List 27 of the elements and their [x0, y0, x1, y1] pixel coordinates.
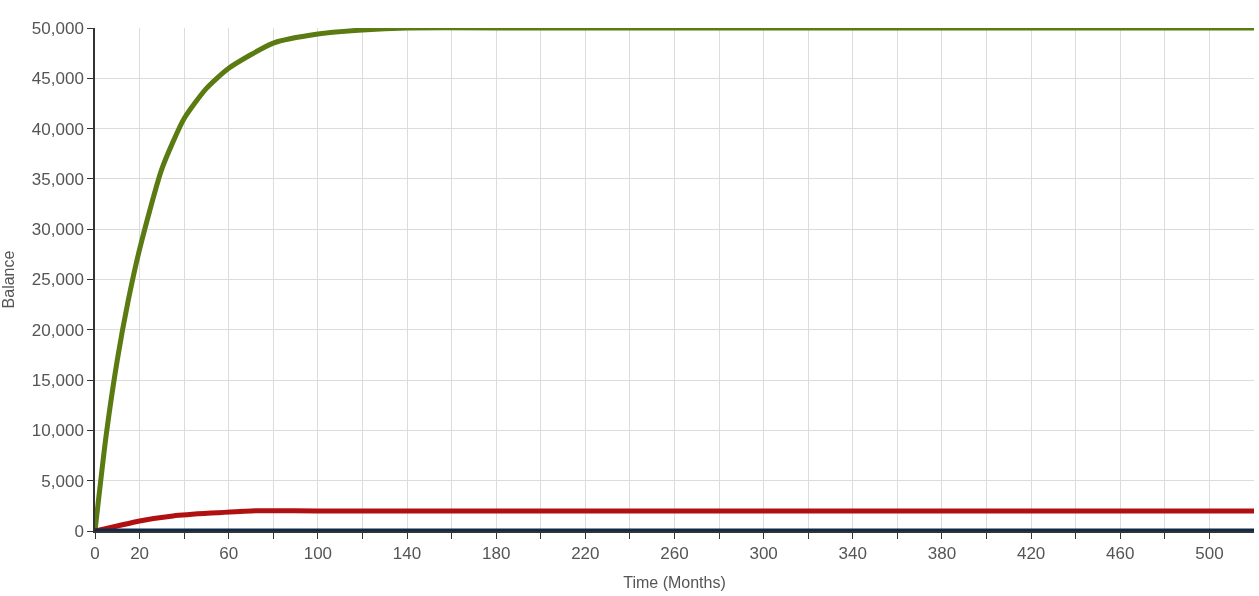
x-tick-label: 0	[90, 544, 100, 564]
y-tick-label: 40,000	[31, 119, 84, 139]
y-tick-label: 30,000	[31, 220, 84, 240]
y-tick-label: 35,000	[31, 169, 84, 189]
x-axis-title: Time (Months)	[623, 574, 726, 592]
y-tick-label: 15,000	[31, 371, 84, 391]
x-tick-label: 340	[838, 544, 867, 564]
y-tick-label: 45,000	[31, 69, 84, 89]
y-tick-label: 20,000	[31, 320, 84, 340]
y-tick-label: 10,000	[31, 421, 84, 441]
y-tick-label: 25,000	[31, 270, 84, 290]
x-tick-label: 20	[130, 544, 150, 564]
y-axis-title: Balance	[0, 250, 17, 309]
x-tick-label: 460	[1106, 544, 1135, 564]
x-tick-label: 300	[749, 544, 778, 564]
x-tick-label: 420	[1016, 544, 1046, 564]
x-tick-label: 100	[303, 544, 333, 564]
x-tick-label: 500	[1195, 544, 1224, 564]
y-tick-label: 50,000	[31, 18, 84, 38]
x-tick-label: 220	[571, 544, 600, 564]
x-tick-label: 260	[660, 544, 689, 564]
y-tick-label: 5,000	[41, 471, 84, 491]
x-tick-label: 380	[927, 544, 957, 564]
x-tick-label: 60	[219, 544, 239, 564]
y-tick-label: 0	[74, 521, 84, 541]
x-tick-label: 140	[392, 544, 422, 564]
x-tick-label: 180	[482, 544, 511, 564]
